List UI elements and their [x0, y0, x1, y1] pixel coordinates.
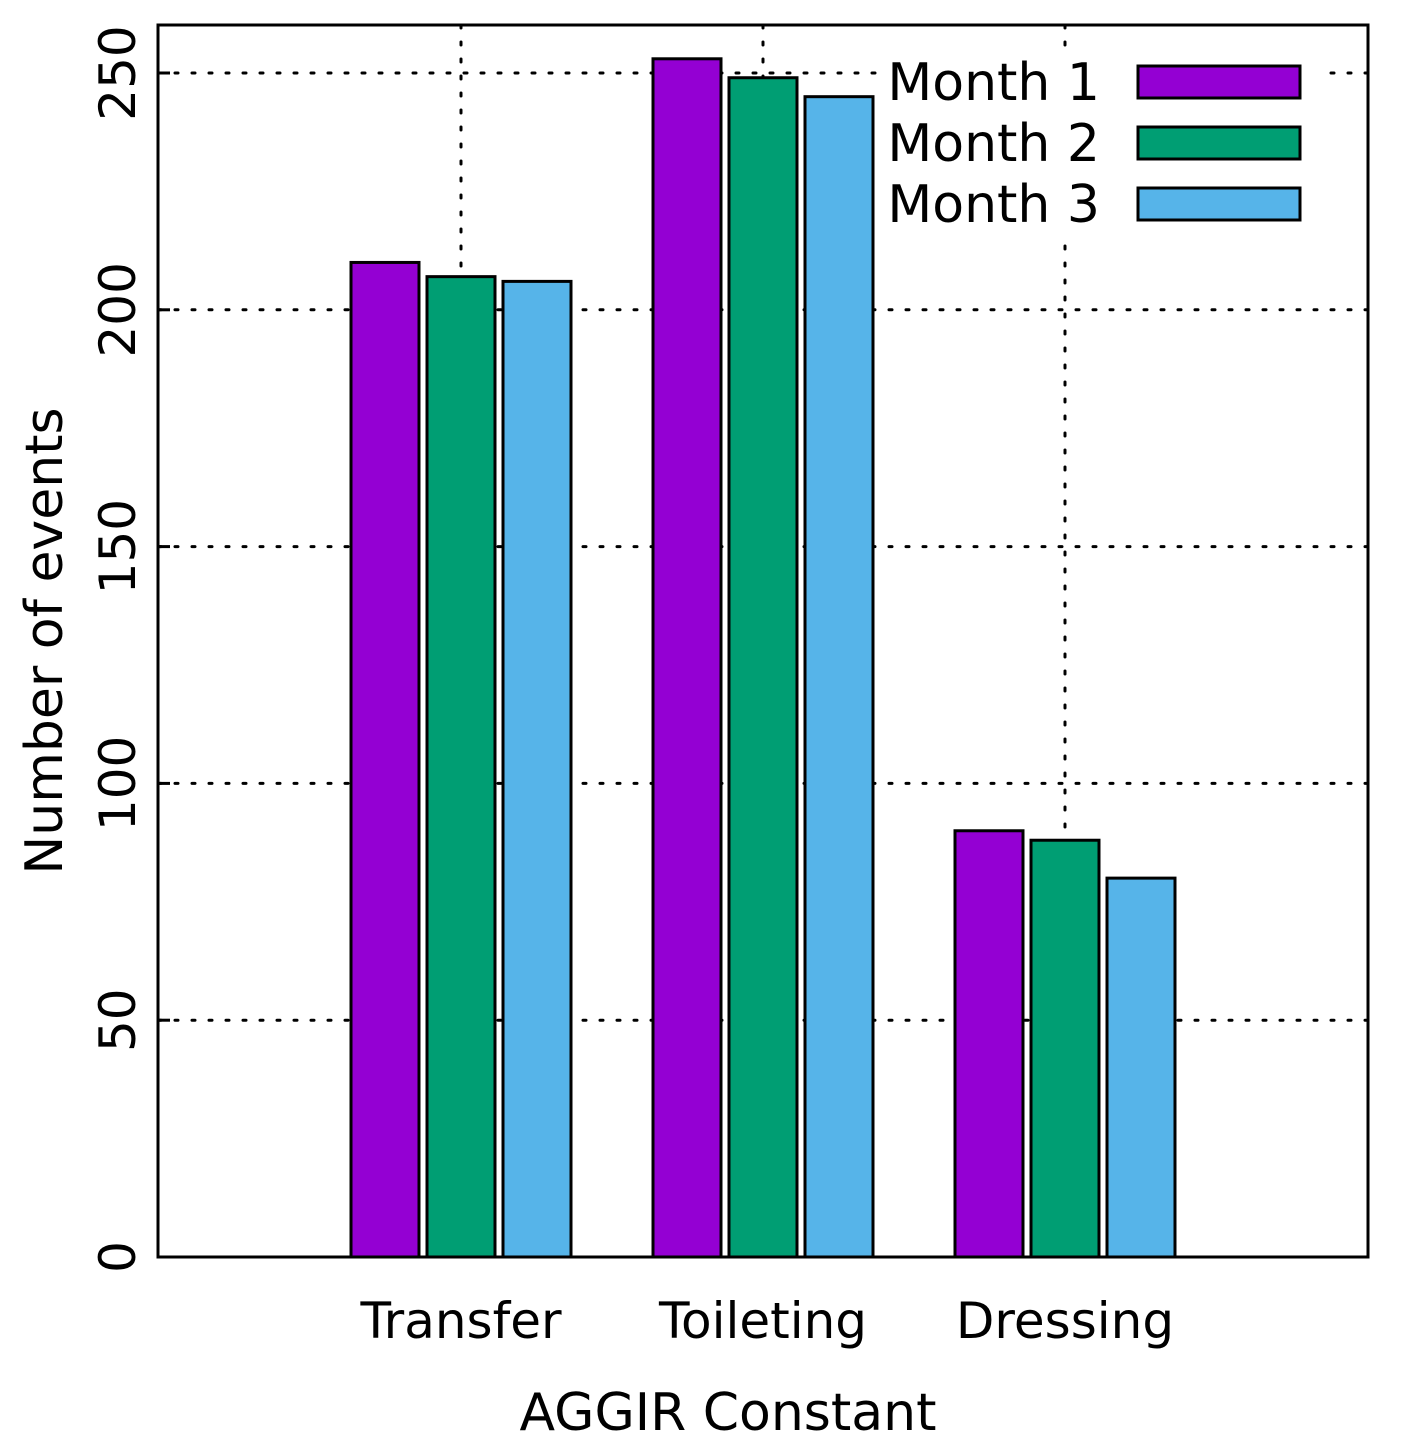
bars-layer [349, 57, 1177, 1259]
y-tick-label: 200 [89, 262, 147, 357]
legend-label: Month 2 [887, 114, 1100, 174]
y-axis-title: Number of events [15, 407, 75, 874]
bar-month-1-toileting [651, 57, 723, 1259]
bar-month-1-dressing [953, 829, 1025, 1259]
legend-label: Month 3 [887, 175, 1100, 235]
x-tick-label: Dressing [956, 1292, 1174, 1350]
x-axis-title: AGGIR Constant [519, 1383, 936, 1443]
legend-label: Month 1 [887, 53, 1100, 113]
y-axis: 0 50 100 150 200 250 [89, 25, 170, 1273]
y-tick-label: 100 [89, 736, 147, 831]
legend-swatch [1136, 64, 1302, 100]
x-tick-label: Transfer [359, 1292, 561, 1350]
plot-frame [156, 23, 1370, 1259]
bar-month-2-toileting [727, 76, 799, 1259]
y-tick-label: 150 [89, 499, 147, 594]
y-tick-label: 0 [89, 1241, 147, 1273]
x-tick-label: Toileting [658, 1292, 867, 1350]
bar-month-3-dressing [1105, 876, 1177, 1259]
bar-month-2-transfer [425, 275, 497, 1259]
x-axis: Transfer Toileting Dressing [359, 1292, 1174, 1350]
y-tick-label: 250 [89, 25, 147, 120]
y-tick-label: 50 [89, 988, 147, 1052]
bar-month-1-transfer [349, 260, 421, 1259]
bar-month-3-toileting [803, 95, 875, 1259]
legend-swatch [1136, 186, 1302, 222]
bar-month-3-transfer [501, 279, 573, 1259]
legend-swatch [1136, 125, 1302, 161]
bar-month-2-dressing [1029, 838, 1101, 1259]
